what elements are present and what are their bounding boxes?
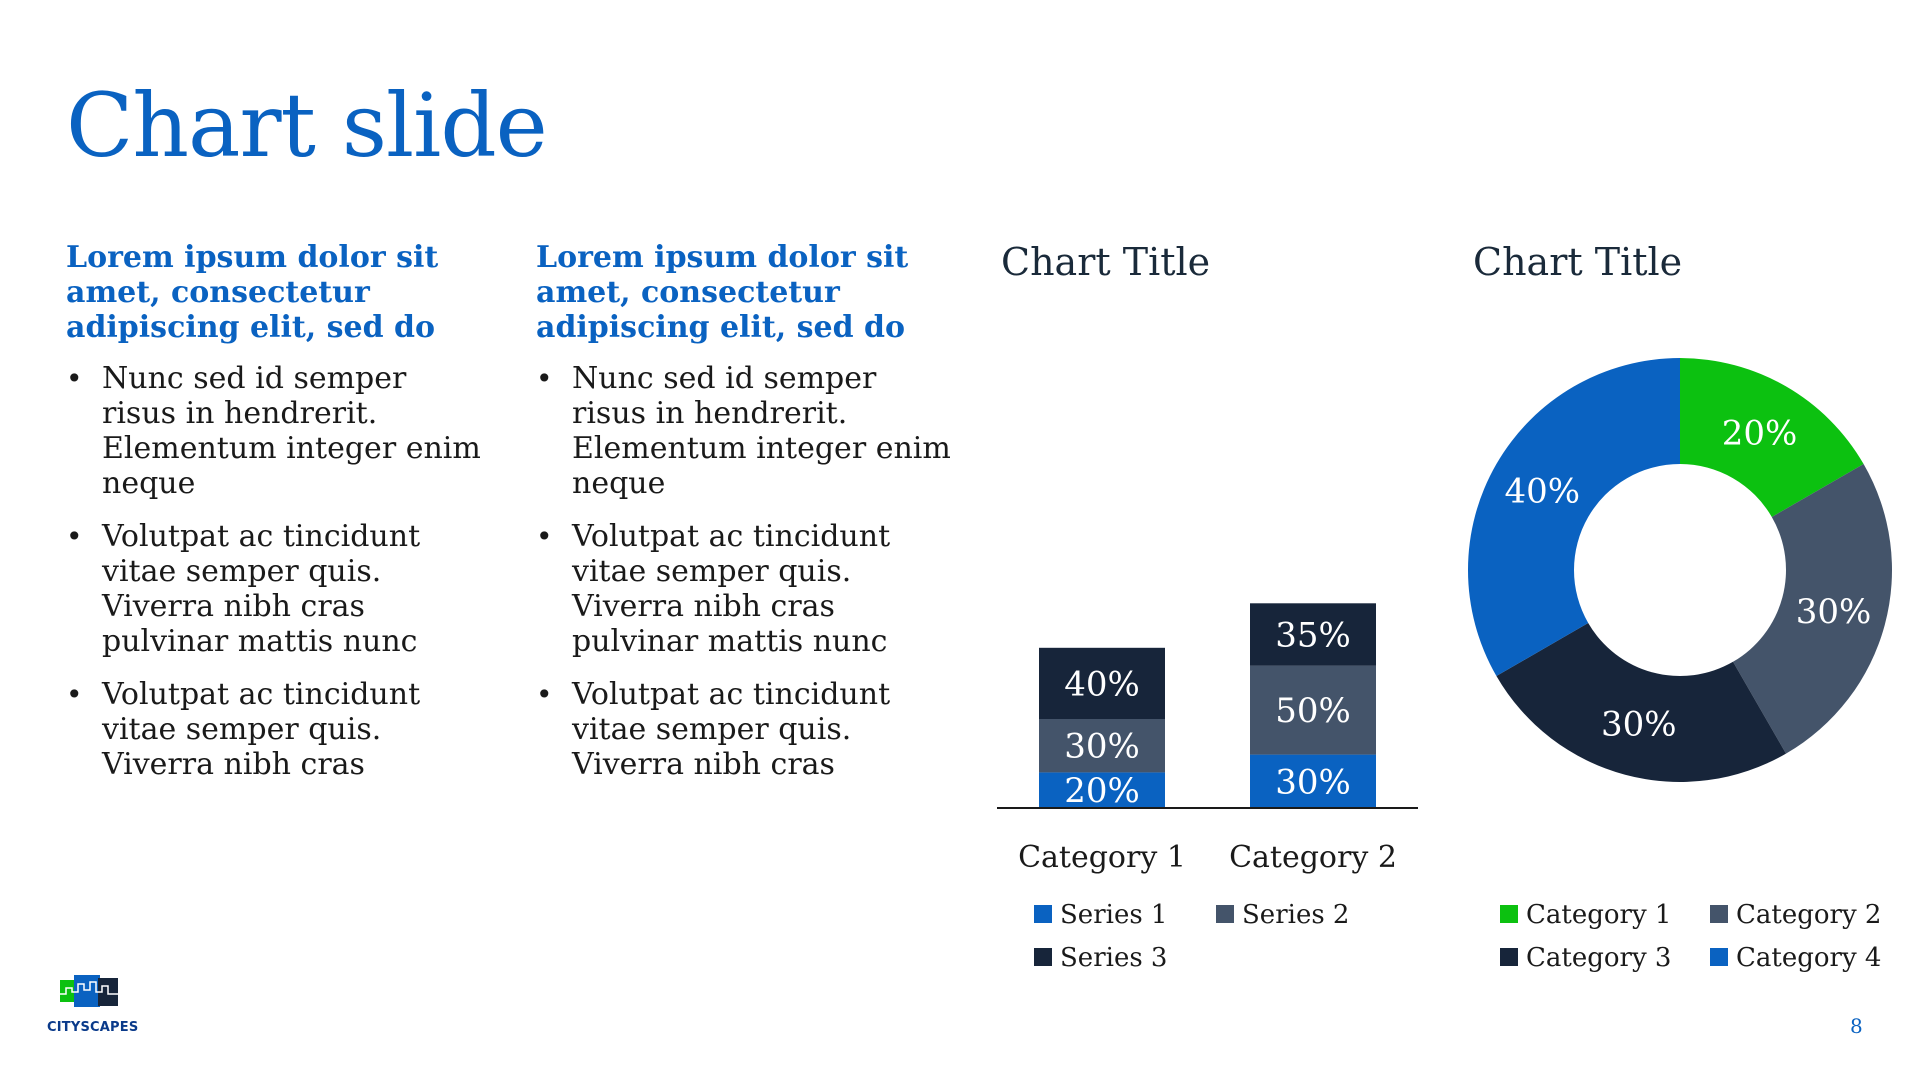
legend-swatch [1710, 905, 1728, 923]
donut-data-label: 40% [1505, 472, 1581, 512]
legend-label: Series 1 [1060, 900, 1168, 930]
bar-chart-title: Chart Title [1001, 240, 1211, 284]
slide-title: Chart slide [66, 74, 548, 177]
donut-data-label: 20% [1722, 413, 1798, 453]
legend-label: Category 2 [1736, 900, 1882, 930]
legend-swatch [1500, 948, 1518, 966]
bullet-item: • Nunc sed id semper risus in hendrerit. … [66, 361, 481, 501]
legend-label: Series 2 [1242, 900, 1350, 930]
bar-data-label: 40% [1064, 664, 1140, 704]
donut-slice [1468, 358, 1680, 676]
legend-swatch [1034, 948, 1052, 966]
legend-label: Series 3 [1060, 943, 1168, 973]
legend-label: Category 3 [1526, 943, 1672, 973]
legend-item: Series 2 [1216, 900, 1349, 930]
bar-segment [1039, 647, 1165, 719]
donut-chart-title: Chart Title [1473, 240, 1683, 284]
legend-item: Category 3 [1500, 943, 1671, 973]
bar-segment [1250, 665, 1376, 755]
logo-text: CITYSCAPES [47, 1020, 139, 1035]
bullet-item: • Volutpat ac tincidunt vitae semper quis… [66, 677, 421, 782]
donut-slice [1680, 358, 1864, 517]
cityscapes-logo-icon [60, 975, 118, 1007]
bar-segment [1250, 603, 1376, 666]
column-heading: Lorem ipsum dolor sit amet, consectetur … [536, 240, 909, 345]
bar-data-label: 50% [1275, 691, 1351, 731]
legend-item: Category 1 [1500, 900, 1671, 930]
bar-segment [1250, 754, 1376, 808]
bar-segment [1039, 719, 1165, 773]
bar-data-label: 20% [1064, 771, 1140, 811]
bar-data-label: 35% [1275, 615, 1351, 655]
donut-slice [1496, 623, 1786, 783]
bullet-item: • Volutpat ac tincidunt vitae semper quis… [536, 677, 891, 782]
bar-data-label: 30% [1064, 727, 1140, 767]
text-column-right: Lorem ipsum dolor sit amet, consectetur … [536, 240, 956, 800]
category-axis-label: Category 2 [1229, 840, 1397, 875]
bullet-item: • Nunc sed id semper risus in hendrerit. … [536, 361, 951, 501]
bar-data-label: 30% [1275, 762, 1351, 802]
bar-segment [1039, 772, 1165, 808]
text-column-left: Lorem ipsum dolor sit amet, consectetur … [66, 240, 486, 800]
legend-label: Category 4 [1736, 943, 1882, 973]
bullet-list: • Nunc sed id semper risus in hendrerit. … [536, 361, 956, 782]
legend-item: Series 1 [1034, 900, 1167, 930]
legend-swatch [1710, 948, 1728, 966]
page-number: 8 [1850, 1014, 1863, 1038]
legend-item: Category 2 [1710, 900, 1881, 930]
donut-data-label: 30% [1601, 705, 1677, 745]
column-heading: Lorem ipsum dolor sit amet, consectetur … [66, 240, 439, 345]
bullet-item: • Volutpat ac tincidunt vitae semper quis… [536, 519, 891, 659]
legend-label: Category 1 [1526, 900, 1672, 930]
legend-item: Series 3 [1034, 943, 1167, 973]
legend-swatch [1500, 905, 1518, 923]
legend-swatch [1216, 905, 1234, 923]
bullet-list: • Nunc sed id semper risus in hendrerit. … [66, 361, 486, 782]
bullet-item: • Volutpat ac tincidunt vitae semper quis… [66, 519, 421, 659]
legend-item: Category 4 [1710, 943, 1881, 973]
donut-data-label: 30% [1796, 592, 1872, 632]
category-axis-label: Category 1 [1018, 840, 1186, 875]
legend-swatch [1034, 905, 1052, 923]
donut-slice [1733, 464, 1892, 754]
